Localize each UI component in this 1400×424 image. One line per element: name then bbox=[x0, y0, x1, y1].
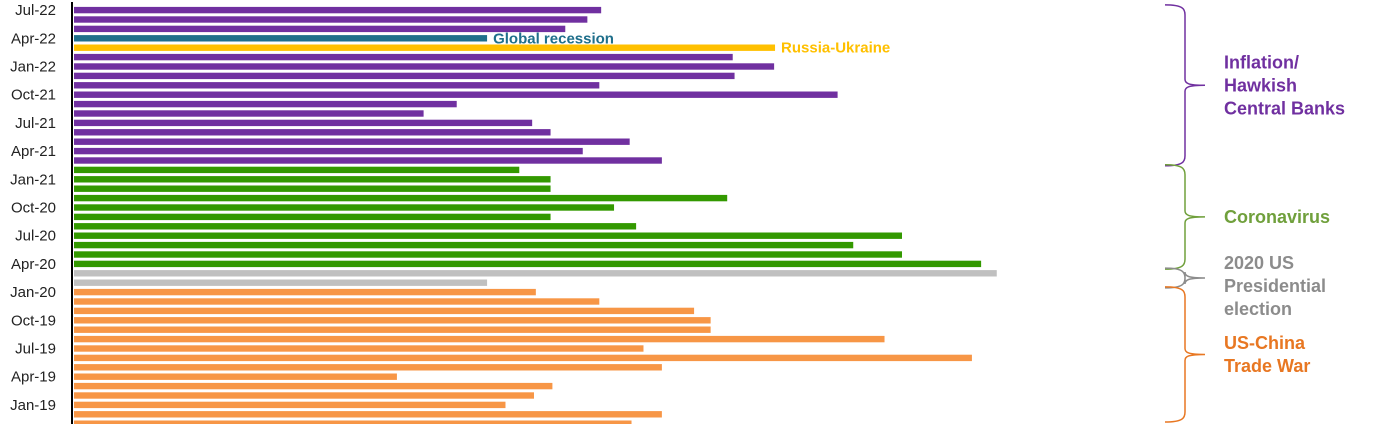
bar-may-20 bbox=[74, 251, 902, 258]
bar-aug-19 bbox=[74, 335, 885, 343]
group-bracket bbox=[1164, 267, 1206, 289]
bar-jan-21 bbox=[74, 176, 551, 183]
bar-jul-22 bbox=[74, 6, 602, 14]
y-tick-label: Jul-22 bbox=[15, 2, 56, 19]
bar-dec-19 bbox=[74, 298, 600, 305]
group-bracket bbox=[1164, 286, 1206, 423]
bar-sep-21 bbox=[74, 100, 457, 108]
bar-apr-22 bbox=[74, 35, 488, 42]
bars-group bbox=[74, 6, 997, 424]
bar-dec-18 bbox=[74, 411, 662, 418]
bar-apr-19 bbox=[74, 373, 397, 380]
y-tick-label: Jul-20 bbox=[15, 228, 56, 245]
bar-feb-21 bbox=[74, 166, 520, 174]
bar-sep-19 bbox=[74, 326, 711, 333]
group-label-line: Hawkish bbox=[1224, 75, 1297, 95]
group-label-line: 2020 US bbox=[1224, 253, 1294, 273]
bar-annotation-label: Global recession bbox=[493, 30, 614, 47]
bar-jun-22 bbox=[74, 16, 588, 23]
y-tick-labels: Jul-22 Apr-22 Jan-22 Oct-21 Jul-21 Apr-21 Jan-… bbox=[10, 2, 56, 414]
y-tick-label: Apr-21 bbox=[11, 143, 56, 160]
bar-jun-21 bbox=[74, 129, 551, 136]
bar-apr-21 bbox=[74, 147, 583, 155]
bar-oct-19 bbox=[74, 317, 711, 324]
bar-oct-21 bbox=[74, 91, 838, 98]
y-tick-label: Jul-19 bbox=[15, 341, 56, 358]
bar-nov-18 bbox=[74, 420, 632, 424]
bar-jul-21 bbox=[74, 119, 533, 127]
group-label-line: US-China bbox=[1224, 333, 1306, 353]
group-bracket bbox=[1164, 4, 1206, 167]
bar-jun-19 bbox=[74, 354, 972, 362]
bar-dec-21 bbox=[74, 72, 735, 80]
bar-feb-19 bbox=[74, 392, 534, 399]
bar-apr-20 bbox=[74, 260, 982, 268]
group-label-line: Central Banks bbox=[1224, 98, 1345, 118]
bar-nov-20 bbox=[74, 194, 728, 202]
bar-mar-19 bbox=[74, 382, 553, 390]
bar-jan-19 bbox=[74, 401, 506, 409]
group-brackets: Inflation/Hawkish Central Banks Coronaviru… bbox=[1164, 4, 1345, 423]
bar-jun-20 bbox=[74, 241, 854, 249]
bar-aug-20 bbox=[74, 223, 637, 230]
bar-sep-20 bbox=[74, 213, 551, 221]
y-tick-label: Jan-21 bbox=[10, 171, 56, 188]
y-tick-label: Oct-20 bbox=[11, 200, 56, 217]
group-label-line: Trade War bbox=[1224, 356, 1310, 376]
y-tick-label: Jul-21 bbox=[15, 115, 56, 132]
bar-jul-20 bbox=[74, 232, 902, 239]
y-tick-label: Oct-21 bbox=[11, 87, 56, 104]
y-tick-label: Jan-22 bbox=[10, 59, 56, 76]
bar-feb-22 bbox=[74, 53, 733, 61]
bar-oct-20 bbox=[74, 204, 615, 211]
y-tick-label: Apr-22 bbox=[11, 30, 56, 47]
y-tick-label: Jan-19 bbox=[10, 397, 56, 414]
y-tick-label: Apr-19 bbox=[11, 369, 56, 386]
bar-may-21 bbox=[74, 138, 630, 145]
bar-mar-21 bbox=[74, 157, 662, 164]
bar-nov-19 bbox=[74, 307, 695, 315]
y-tick-label: Oct-19 bbox=[11, 312, 56, 329]
bar-aug-21 bbox=[74, 110, 424, 117]
bar-mar-22 bbox=[74, 44, 776, 51]
bar-annotations: Global recession Russia-Ukraine bbox=[493, 30, 890, 56]
bar-feb-20 bbox=[74, 279, 488, 286]
group-bracket bbox=[1164, 163, 1206, 270]
group-label-line: Inflation/ bbox=[1224, 52, 1299, 72]
bar-may-19 bbox=[74, 364, 662, 371]
bar-jan-22 bbox=[74, 63, 775, 70]
bar-may-22 bbox=[74, 25, 566, 33]
bar-annotation-label: Russia-Ukraine bbox=[781, 40, 890, 57]
bar-jan-20 bbox=[74, 288, 536, 296]
group-label-line: Coronavirus bbox=[1224, 207, 1330, 227]
y-tick-label: Jan-20 bbox=[10, 284, 56, 301]
group-label-line: Presidential bbox=[1224, 276, 1326, 296]
bar-jul-19 bbox=[74, 345, 644, 352]
group-label-line: election bbox=[1224, 299, 1292, 319]
y-tick-label: Apr-20 bbox=[11, 256, 56, 273]
bar-mar-20 bbox=[74, 270, 997, 277]
bar-dec-20 bbox=[74, 185, 551, 192]
bar-nov-21 bbox=[74, 82, 600, 89]
